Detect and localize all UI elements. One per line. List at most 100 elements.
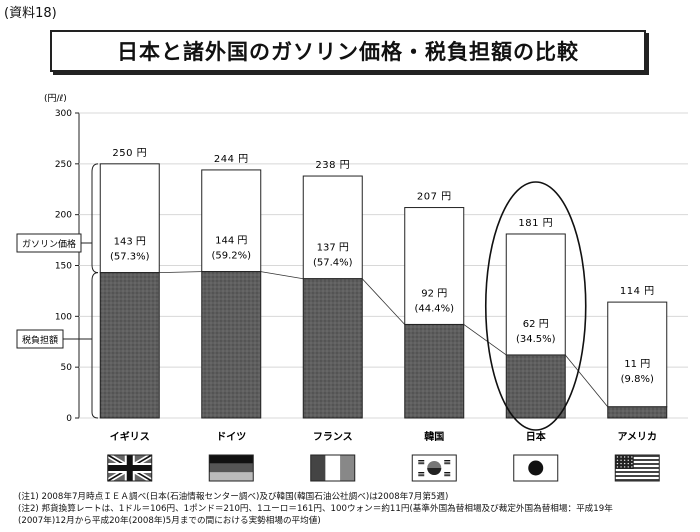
tax-share-label: (57.3%) — [110, 252, 150, 263]
flag-stripe — [325, 455, 341, 481]
flag-star — [631, 466, 633, 468]
flag-stripe — [340, 455, 355, 481]
flag-stripe — [209, 455, 254, 464]
category-label: フランス — [313, 431, 353, 443]
footnote-1: (注1) 2008年7月時点ＩＥＡ調べ(日本(石油情報センター調べ)及び韓国(韓… — [18, 492, 449, 502]
flag-star — [627, 459, 629, 461]
usa-flag — [614, 454, 660, 482]
flag-stripe — [615, 479, 660, 481]
flag-sun — [528, 460, 544, 476]
total-price-label: 114 円 — [620, 286, 655, 297]
germany-flag — [208, 454, 254, 482]
flag-trigram — [444, 475, 451, 477]
flag-trigram — [418, 461, 425, 463]
footnotes: (注1) 2008年7月時点ＩＥＡ調べ(日本(石油情報センター調べ)及び韓国(韓… — [18, 491, 613, 527]
flag-border — [107, 454, 153, 482]
total-price-label: 244 円 — [214, 154, 249, 165]
price-bracket — [91, 163, 99, 274]
y-tick-label: 200 — [55, 211, 72, 221]
tax-bar-segment — [201, 271, 262, 419]
flag-star — [623, 459, 626, 461]
flag-cross — [107, 465, 152, 471]
price-bar-segment — [404, 207, 465, 325]
flag-star — [620, 462, 622, 465]
flag-star — [616, 459, 619, 461]
chart-title-box: 日本と諸外国のガソリン価格・税負担額の比較 — [50, 30, 646, 72]
flag-stripe — [209, 463, 254, 473]
total-price-label: 207 円 — [417, 192, 452, 203]
y-tick-label: 150 — [55, 262, 72, 272]
flag-stripe — [615, 475, 660, 477]
flag-star — [620, 466, 622, 468]
flag-star — [616, 466, 619, 468]
y-tick-label: 0 — [66, 414, 72, 424]
tax-amount-label: 62 円 — [523, 319, 549, 330]
tax-bar-segment — [505, 354, 566, 419]
tax-amount-label: 144 円 — [215, 236, 247, 247]
category-label: アメリカ — [618, 431, 658, 443]
tax-amount-label: 11 円 — [624, 359, 650, 370]
flag-trigram — [418, 475, 425, 477]
flag-star — [616, 456, 619, 458]
flag-border — [411, 454, 457, 482]
tax-amount-label: 137 円 — [317, 243, 349, 254]
flag-star — [623, 462, 626, 465]
flag-star — [631, 456, 633, 458]
flag-stripe — [615, 463, 660, 465]
tax-bar-segment — [607, 406, 668, 419]
flag-star — [620, 459, 622, 461]
y-unit-label: (円/ℓ) — [44, 93, 67, 104]
flag-star — [631, 462, 633, 465]
legend-price-label: ガソリン価格 — [22, 238, 76, 250]
flag-star — [627, 462, 629, 465]
flag-trigram — [418, 472, 425, 473]
y-tick-label: 50 — [61, 363, 73, 373]
price-bar-segment — [505, 233, 566, 356]
tax-share-label: (34.5%) — [516, 334, 556, 345]
tax-connector-line — [463, 324, 507, 356]
flag-star — [620, 456, 622, 458]
flag-stripe — [310, 455, 326, 481]
tax-bar-segment — [404, 323, 465, 419]
tax-bar-segment — [99, 272, 160, 419]
category-label: 日本 — [526, 430, 547, 443]
tax-connector-line — [361, 278, 406, 325]
tax-share-label: (9.8%) — [621, 374, 654, 385]
flag-star — [627, 456, 629, 458]
chart-title: 日本と諸外国のガソリン価格・税負担額の比較 — [117, 40, 579, 64]
flag-trigram — [418, 463, 425, 465]
tax-share-label: (59.2%) — [211, 251, 251, 262]
flag-stripe — [615, 455, 660, 457]
price-bar-segment — [607, 301, 668, 408]
tax-share-label: (44.4%) — [414, 303, 454, 314]
flag-border — [208, 454, 254, 482]
flag-border — [513, 454, 559, 482]
flag-star — [623, 466, 626, 468]
flag-star — [623, 456, 626, 458]
uk-flag — [106, 452, 154, 484]
tax-amount-label: 92 円 — [421, 288, 447, 299]
highlight-ellipse — [484, 181, 587, 431]
flag-stripe — [209, 472, 254, 481]
flag-star — [631, 459, 633, 461]
category-label: イギリス — [110, 430, 150, 443]
flag-star — [627, 466, 629, 468]
total-price-label: 238 円 — [315, 160, 350, 171]
y-tick-label: 100 — [55, 312, 72, 322]
tax-share-label: (57.4%) — [313, 258, 353, 269]
legend-tax-label: 税負担額 — [22, 334, 58, 346]
flag-trigram — [444, 460, 451, 461]
footnote-3: (2007年)12月から平成20年(2008年)5月までの間における実勢相場の平… — [18, 516, 321, 526]
tax-bracket — [91, 272, 99, 419]
y-tick-label: 250 — [55, 160, 72, 170]
flag-stripe — [615, 467, 660, 469]
y-tick-label: 300 — [55, 109, 72, 119]
category-label: 韓国 — [424, 430, 444, 443]
gasoline-price-chart: (円/ℓ) 0 50 100 150 200 250 300 250 円 143 円 (57.3%… — [16, 93, 688, 484]
reference-label: (資料18) — [4, 6, 57, 21]
tax-amount-label: 143 円 — [114, 237, 146, 248]
france-flag — [310, 454, 356, 482]
category-label: ドイツ — [216, 431, 246, 443]
flag-trigram — [418, 473, 425, 475]
flag-trigram — [444, 461, 451, 463]
